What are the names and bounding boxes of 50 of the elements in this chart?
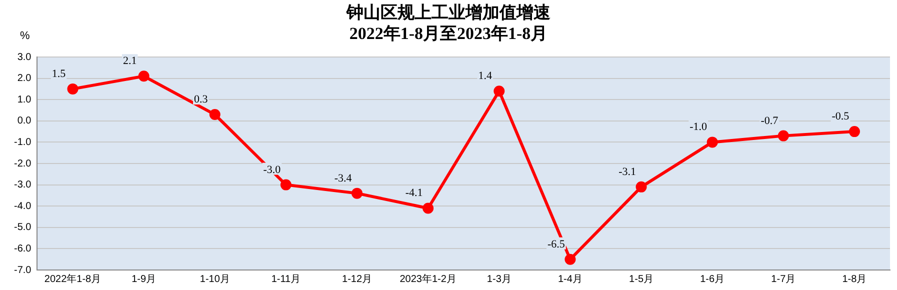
y-axis-title: % bbox=[20, 30, 30, 42]
point bbox=[778, 130, 789, 142]
data-label: 0.3 bbox=[194, 94, 208, 106]
y-tick-label: 0.0 bbox=[17, 116, 32, 127]
data-label: 1.5 bbox=[52, 68, 66, 80]
point bbox=[706, 136, 718, 148]
x-tick-label: 1-8月 bbox=[842, 274, 867, 285]
x-tick-label: 1-12月 bbox=[342, 274, 372, 285]
data-label: -3.1 bbox=[618, 166, 636, 178]
y-tick-label: -2.0 bbox=[14, 158, 32, 170]
data-label: -4.1 bbox=[405, 187, 423, 200]
x-tick-label: 1-7月 bbox=[771, 274, 796, 285]
data-label: 2.1 bbox=[122, 55, 137, 68]
y-tick-label: -1.0 bbox=[14, 136, 32, 148]
point bbox=[422, 202, 434, 214]
x-tick-label: 1-9月 bbox=[132, 274, 156, 285]
y-tick-label: -3.0 bbox=[14, 180, 32, 191]
point bbox=[280, 179, 292, 190]
chart-title: 钟山区规上工业增加值增速 bbox=[345, 2, 552, 23]
data-label: -6.5 bbox=[548, 238, 566, 250]
chart-subtitle: 2022年1-8月至2023年1-8月 bbox=[349, 24, 548, 43]
data-label: -3.4 bbox=[334, 172, 352, 184]
x-tick-label: 1-10月 bbox=[200, 274, 230, 285]
data-label: -1.0 bbox=[690, 121, 708, 134]
x-tick-label: 1-6月 bbox=[700, 274, 725, 285]
y-tick-label: -4.0 bbox=[14, 200, 32, 212]
y-tick-label: 2.0 bbox=[17, 73, 32, 84]
y-tick-label: 3.0 bbox=[17, 52, 32, 63]
data-label: -0.5 bbox=[832, 110, 850, 123]
data-label: 1.4 bbox=[478, 70, 493, 82]
x-tick-label: 1-11月 bbox=[271, 274, 301, 285]
point bbox=[67, 83, 78, 94]
point bbox=[564, 254, 576, 265]
x-tick-label: 1-5月 bbox=[629, 274, 654, 285]
data-label: -0.7 bbox=[760, 114, 779, 127]
y-tick-label: -7.0 bbox=[14, 264, 32, 276]
y-tick-label: -5.0 bbox=[14, 222, 32, 234]
x-tick-label: 1-3月 bbox=[486, 274, 512, 285]
point bbox=[848, 126, 860, 138]
y-tick-label: -6.0 bbox=[14, 243, 32, 254]
x-tick-label: 2022年1-8月 bbox=[44, 272, 102, 285]
x-tick-label: 1-4月 bbox=[558, 274, 582, 285]
point bbox=[209, 109, 220, 120]
point bbox=[352, 188, 363, 199]
point bbox=[636, 181, 647, 192]
y-tick-label: 1.0 bbox=[17, 94, 32, 106]
point bbox=[138, 70, 150, 82]
data-label: -3.0 bbox=[263, 164, 282, 176]
x-tick-label: 2023年1-2月 bbox=[400, 272, 456, 285]
point bbox=[494, 86, 505, 97]
